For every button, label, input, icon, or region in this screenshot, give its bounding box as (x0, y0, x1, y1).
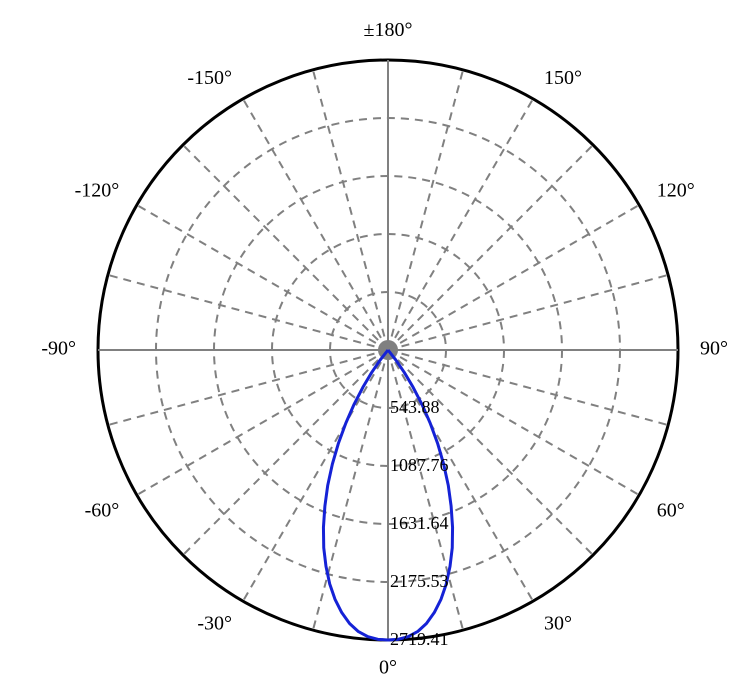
angle-tick-label: ±180° (364, 19, 413, 41)
radial-tick-label: 2719.41 (390, 629, 449, 649)
angle-tick-label: 90° (700, 338, 728, 360)
angle-tick-label: 150° (544, 67, 582, 89)
angle-tick-label: -30° (197, 612, 232, 634)
radial-tick-label: 1087.76 (390, 455, 449, 475)
angle-tick-label: -60° (85, 500, 120, 522)
angle-tick-label: 30° (544, 612, 572, 634)
radial-tick-label: 1631.64 (390, 513, 449, 533)
radial-tick-label: 2175.53 (390, 571, 449, 591)
angle-tick-label: 0° (379, 657, 397, 679)
angle-tick-label: -120° (75, 180, 120, 202)
angle-tick-label: -150° (187, 67, 232, 89)
radial-tick-label: 543.88 (390, 397, 440, 417)
polar-chart: 543.88 1087.76 1631.64 2175.53 2719.41 0° 30° 6… (0, 0, 732, 700)
angle-tick-label: 120° (657, 180, 695, 202)
angle-tick-label: -90° (41, 338, 76, 360)
angle-tick-label: 60° (657, 500, 685, 522)
